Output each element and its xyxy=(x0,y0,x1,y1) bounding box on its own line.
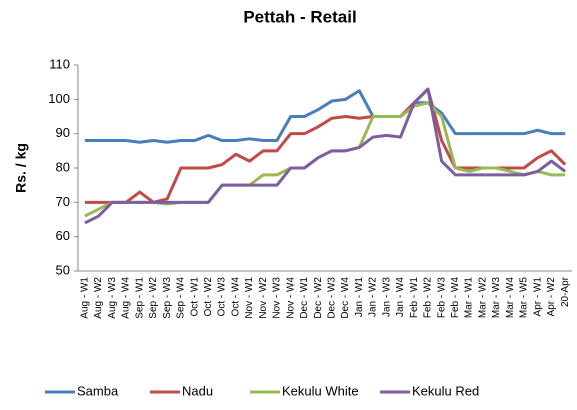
y-tick-label: 100 xyxy=(48,91,70,106)
y-tick-label: 110 xyxy=(49,56,70,71)
y-tick-label: 50 xyxy=(56,262,70,277)
x-tick-label: Nov - W4 xyxy=(285,277,296,319)
x-tick-label: Apr - W2 xyxy=(546,277,557,317)
x-tick-label: Oct - W2 xyxy=(203,277,214,317)
y-tick-label: 60 xyxy=(56,228,70,243)
x-tick-label: Aug - W3 xyxy=(107,277,118,319)
x-tick-label: Mar - W2 xyxy=(477,277,488,319)
legend-label: Nadu xyxy=(182,383,213,398)
chart-title: Pettah - Retail xyxy=(243,7,356,26)
x-tick-label: Sep - W1 xyxy=(134,277,145,319)
y-axis-label: Rs. / kg xyxy=(13,143,29,193)
x-tick-label: 20-Apr xyxy=(560,276,571,307)
x-tick-label: Dec - W3 xyxy=(327,277,338,319)
x-tick-label: Jan - W1 xyxy=(354,277,365,317)
x-tick-label: Mar - W3 xyxy=(491,277,502,319)
line-series xyxy=(84,101,566,218)
legend-label: Kekulu White xyxy=(282,383,359,398)
x-tick-label: Apr - W1 xyxy=(532,277,543,317)
x-tick-label: Mar - W4 xyxy=(505,277,516,319)
x-tick-label: Feb - W3 xyxy=(436,277,447,319)
x-tick-label: Jan - W3 xyxy=(381,277,392,317)
x-tick-label: Jan - W4 xyxy=(395,277,406,317)
x-tick-label: Mar - W1 xyxy=(464,277,475,319)
x-tick-label: Feb - W1 xyxy=(409,277,420,319)
x-tick-label: Aug - W2 xyxy=(93,277,104,319)
x-tick-label: Aug - W4 xyxy=(121,277,132,319)
y-tick-label: 70 xyxy=(56,194,70,209)
line-series xyxy=(84,89,566,144)
legend-label: Samba xyxy=(77,383,119,398)
x-tick-label: Oct - W4 xyxy=(230,277,241,317)
y-tick-label: 90 xyxy=(56,125,70,140)
x-tick-label: Sep - W2 xyxy=(148,277,159,319)
x-tick-label: Sep - W3 xyxy=(162,277,173,319)
x-tick-label: Dec - W1 xyxy=(299,277,310,319)
x-tick-label: Dec - W4 xyxy=(340,277,351,319)
x-tick-label: Nov - W3 xyxy=(272,277,283,319)
x-tick-label: Dec - W2 xyxy=(313,277,324,319)
x-tick-label: Jan - W2 xyxy=(368,277,379,317)
x-tick-label: Nov - W1 xyxy=(244,277,255,319)
x-tick-label: Nov - W2 xyxy=(258,277,269,319)
line-series xyxy=(84,87,567,225)
x-tick-label: Feb - W2 xyxy=(423,277,434,319)
x-tick-label: Oct - W3 xyxy=(217,277,228,317)
x-tick-label: Sep - W4 xyxy=(176,277,187,319)
y-tick-label: 80 xyxy=(56,159,70,174)
x-tick-label: Oct - W1 xyxy=(189,277,200,317)
x-tick-label: Aug - W1 xyxy=(80,277,91,319)
x-tick-label: Mar - W5 xyxy=(519,277,530,319)
legend-label: Kekulu Red xyxy=(412,383,479,398)
x-tick-label: Feb - W4 xyxy=(450,277,461,319)
